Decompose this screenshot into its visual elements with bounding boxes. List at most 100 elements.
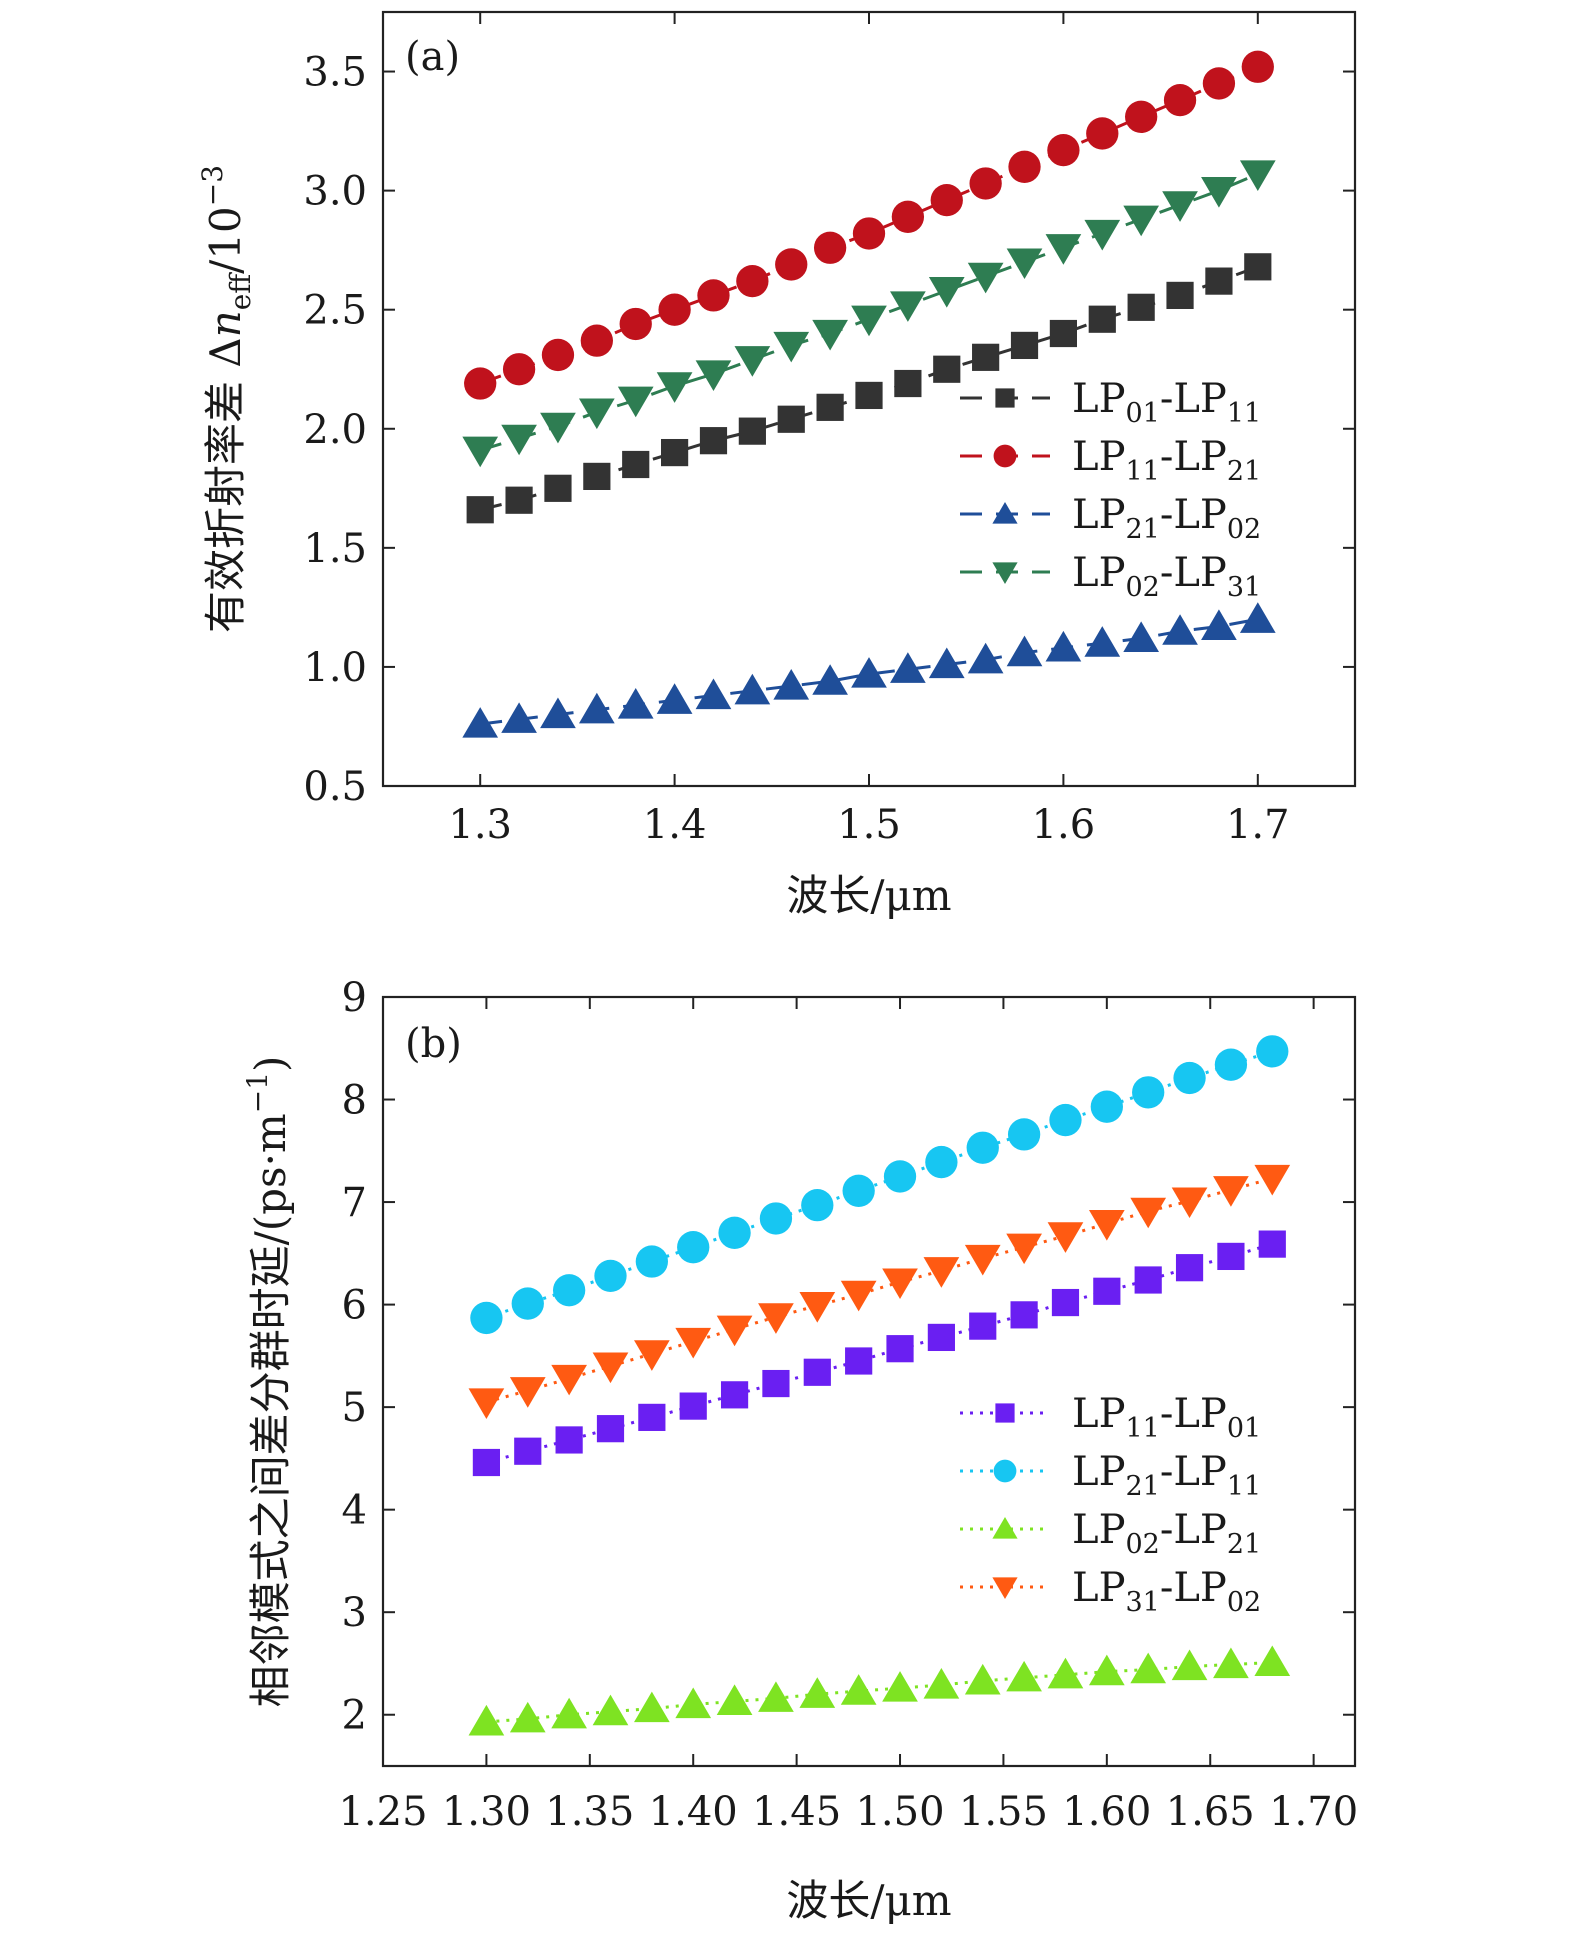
y-tick-label: 1.0 [303, 645, 367, 691]
data-point [883, 1160, 917, 1193]
data-point [1088, 1654, 1125, 1686]
data-point [462, 436, 499, 468]
data-point [466, 496, 494, 524]
y-tick-label: 2.5 [303, 288, 367, 334]
data-point [1163, 83, 1197, 117]
data-point [697, 279, 730, 312]
data-point [514, 1437, 542, 1465]
y-tick-label: 4 [342, 1488, 367, 1534]
data-point [1214, 1048, 1248, 1081]
data-point [583, 462, 611, 490]
legend-marker [993, 1459, 1017, 1483]
data-point [1007, 1118, 1041, 1151]
legend-item: LP02-LP21 [960, 1507, 1261, 1560]
legend-item: LP11-LP21 [960, 434, 1261, 487]
data-point [1006, 248, 1043, 280]
data-point [1239, 602, 1276, 633]
data-point [882, 1268, 918, 1300]
legend-marker [992, 502, 1018, 524]
data-point [882, 1671, 918, 1702]
data-point [540, 697, 576, 729]
data-point [1213, 1176, 1249, 1207]
data-point [679, 1392, 707, 1420]
data-point [928, 647, 965, 679]
data-point [1254, 1164, 1291, 1196]
data-point [661, 438, 689, 467]
data-point [799, 1677, 836, 1708]
data-point [775, 248, 808, 281]
data-point [1130, 1197, 1167, 1229]
data-point [1244, 253, 1272, 281]
data-point [511, 1287, 544, 1320]
data-point [851, 305, 887, 337]
series-LP02-LP31 [462, 160, 1276, 468]
data-point [1202, 67, 1236, 100]
legend-item: LP02-LP31 [960, 550, 1261, 603]
x-tick-label: 1.3 [448, 802, 512, 848]
data-point [622, 450, 650, 479]
data-point [816, 393, 844, 421]
data-point [1127, 293, 1155, 321]
data-point [890, 652, 926, 683]
data-point [972, 343, 1000, 371]
data-point [594, 1259, 627, 1293]
data-point [677, 1231, 710, 1264]
data-point [928, 277, 965, 308]
data-point [812, 319, 848, 351]
y-tick-label: 8 [342, 1078, 367, 1124]
data-point [462, 707, 499, 738]
series-LP02-LP21 [468, 1645, 1291, 1736]
data-point [886, 1335, 914, 1363]
data-point [619, 307, 652, 341]
x-tick-label: 1.55 [959, 1789, 1048, 1835]
data-point [617, 386, 654, 418]
x-tick-label: 1.6 [1032, 802, 1096, 848]
panel-label: (a) [405, 34, 460, 80]
data-point [502, 353, 536, 386]
data-point [840, 1674, 877, 1705]
data-point [923, 1257, 960, 1288]
data-point [658, 293, 691, 326]
data-point [551, 1364, 587, 1396]
series-LP21-LP11 [470, 1035, 1289, 1335]
data-point [716, 1684, 753, 1716]
x-tick-label: 1.25 [338, 1789, 427, 1835]
data-point [596, 1415, 625, 1443]
data-point [1123, 205, 1160, 237]
data-point [1049, 319, 1077, 348]
data-point [855, 381, 883, 410]
data-point [1006, 1660, 1042, 1692]
data-point [555, 1426, 583, 1454]
data-point [1006, 1233, 1042, 1265]
data-point [762, 1369, 790, 1398]
y-tick-label: 2.0 [303, 407, 367, 453]
data-point [1132, 1076, 1165, 1109]
data-point [592, 1694, 629, 1726]
series-LP11-LP21 [464, 50, 1274, 400]
data-point [1166, 281, 1194, 310]
data-point [1239, 160, 1276, 191]
data-point [1217, 1242, 1245, 1271]
data-point [1201, 177, 1237, 208]
data-point [964, 1244, 1001, 1276]
legend-label: LP21-LP02 [1072, 492, 1261, 545]
data-point [969, 167, 1002, 200]
data-point [812, 664, 848, 695]
data-point [1006, 635, 1043, 667]
data-point [1010, 331, 1039, 360]
data-point [964, 1663, 1001, 1695]
data-point [1049, 1103, 1082, 1137]
y-tick-label: 9 [342, 975, 367, 1021]
data-point [736, 264, 769, 298]
x-tick-label: 1.4 [643, 802, 707, 848]
legend-marker [993, 444, 1017, 468]
data-point [1088, 305, 1116, 333]
x-axis-title: 波长/μm [786, 1876, 951, 1925]
data-point [634, 1691, 670, 1723]
data-point [580, 324, 613, 357]
data-point [699, 427, 728, 455]
data-point [635, 1245, 669, 1278]
data-point [803, 1358, 831, 1386]
data-point [1047, 1657, 1084, 1689]
data-point [777, 405, 805, 433]
